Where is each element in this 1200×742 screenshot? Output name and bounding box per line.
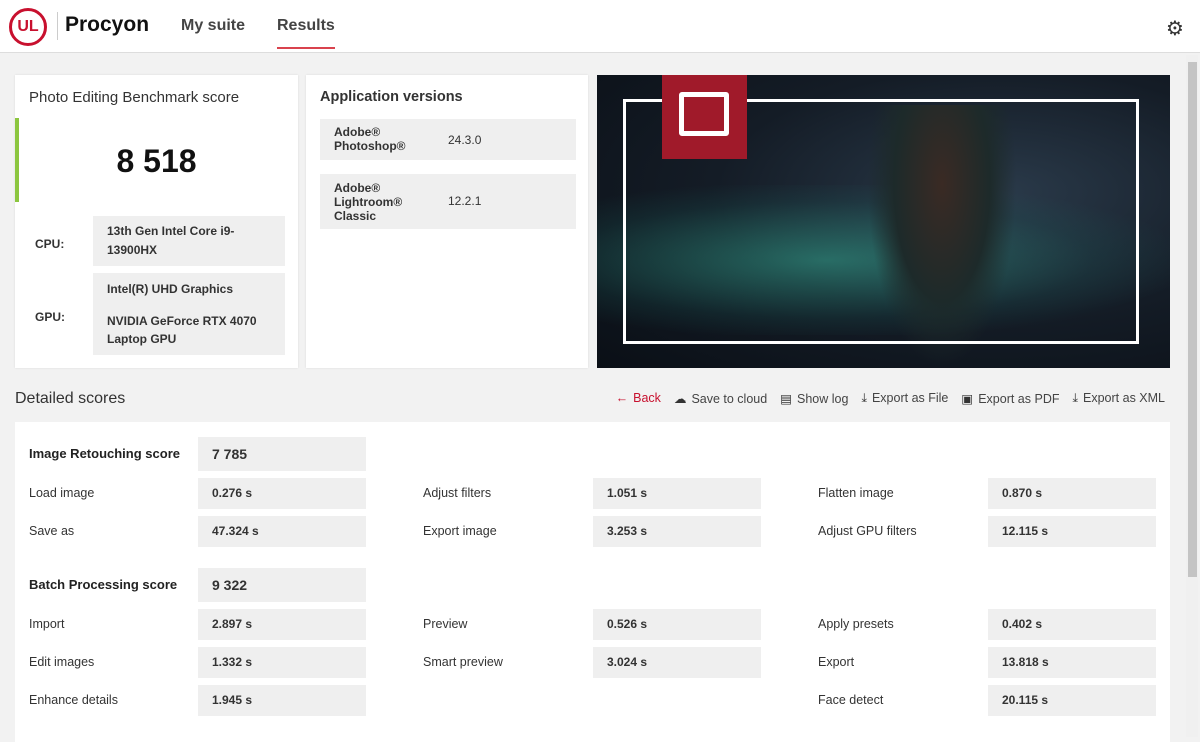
show-log-button[interactable]: ▤ Show log — [780, 391, 848, 406]
metric-label: Enhance details — [29, 693, 118, 707]
action-label: Back — [633, 391, 661, 405]
metric-value: 20.115 s — [988, 685, 1156, 716]
ul-logo: UL — [9, 8, 47, 46]
cloud-upload-icon: ☁ — [673, 392, 687, 406]
app-name: Adobe® Photoshop® — [334, 125, 406, 153]
versions-card: Application versions Adobe® Photoshop® 2… — [306, 75, 588, 368]
metric-value: 0.402 s — [988, 609, 1156, 640]
export-file-button[interactable]: ⤓ Export as File — [861, 391, 948, 406]
metric-value: 13.818 s — [988, 647, 1156, 678]
download-icon: ⤓ — [1072, 391, 1079, 405]
back-button[interactable]: ← Back — [616, 391, 661, 406]
tab-results[interactable]: Results — [277, 17, 335, 49]
section-score-label: Batch Processing score — [29, 577, 178, 592]
metric-value: 12.115 s — [988, 516, 1156, 547]
divider — [57, 12, 58, 40]
gpu-label: GPU: — [35, 310, 65, 324]
procyon-photo-icon — [662, 75, 747, 159]
metric-label: Import — [29, 617, 65, 631]
metric-value: 47.324 s — [198, 516, 366, 547]
cpu-label: CPU: — [35, 237, 65, 251]
save-to-cloud-button[interactable]: ☁ Save to cloud — [674, 391, 767, 406]
section-score-value: 7 785 — [198, 437, 366, 471]
metric-value: 0.526 s — [593, 609, 761, 640]
arrow-left-icon: ← — [615, 391, 629, 405]
app-name: Adobe® Lightroom® Classic — [334, 181, 403, 223]
metric-label: Export image — [423, 524, 497, 538]
app-version-row: Adobe® Lightroom® Classic 12.2.1 — [320, 174, 576, 229]
app-header: UL Procyon My suite Results ⚙ — [0, 0, 1200, 53]
score-card: Photo Editing Benchmark score 8 518 CPU:… — [15, 75, 298, 368]
gpu-value: Intel(R) UHD Graphics NVIDIA GeForce RTX… — [93, 273, 285, 355]
metric-value: 0.870 s — [988, 478, 1156, 509]
metric-value: 0.276 s — [198, 478, 366, 509]
detailed-scores-title: Detailed scores — [15, 390, 126, 407]
scrollbar-thumb[interactable] — [1188, 62, 1197, 577]
hero-image — [597, 75, 1170, 368]
metric-label: Face detect — [818, 693, 884, 707]
app-title: Procyon — [65, 13, 150, 36]
export-xml-button[interactable]: ⤓ Export as XML — [1072, 391, 1165, 406]
action-label: Export as PDF — [978, 392, 1060, 406]
metric-label: Save as — [29, 524, 75, 538]
section-score-value: 9 322 — [198, 568, 366, 602]
detailed-scores-panel: Image Retouching score 7 785 Load image 0… — [15, 422, 1170, 742]
metric-value: 1.945 s — [198, 685, 366, 716]
tab-my-suite[interactable]: My suite — [181, 17, 246, 34]
action-label: Export as XML — [1083, 391, 1165, 405]
app-version: 24.3.0 — [448, 133, 482, 147]
metric-label: Adjust GPU filters — [818, 524, 917, 538]
versions-title: Application versions — [320, 89, 463, 105]
export-pdf-button[interactable]: ▣ Export as PDF — [961, 391, 1059, 406]
metric-label: Export — [818, 655, 855, 669]
app-version: 12.2.1 — [448, 194, 482, 208]
action-bar: ← Back ☁ Save to cloud ▤ Show log ⤓ Export a… — [616, 391, 1165, 406]
action-label: Export as File — [871, 391, 949, 405]
metric-label: Adjust filters — [423, 486, 492, 500]
section-score-label: Image Retouching score — [29, 446, 180, 461]
document-icon: ▤ — [780, 392, 792, 406]
metric-value: 1.051 s — [593, 478, 761, 509]
image-frame — [623, 99, 1139, 344]
metric-label: Preview — [423, 617, 468, 631]
score-card-title: Photo Editing Benchmark score — [29, 89, 240, 106]
gear-icon[interactable]: ⚙ — [1166, 18, 1184, 40]
person-graphic — [867, 105, 1017, 368]
metric-value: 3.253 s — [593, 516, 761, 547]
overall-score: 8 518 — [116, 143, 197, 179]
gpu-2: NVIDIA GeForce RTX 4070 Laptop GPU — [107, 314, 257, 346]
app-version-row: Adobe® Photoshop® 24.3.0 — [320, 119, 576, 160]
action-label: Save to cloud — [691, 392, 768, 406]
download-icon: ⤓ — [861, 391, 867, 405]
cpu-value: 13th Gen Intel Core i9-13900HX — [93, 216, 285, 266]
metric-label: Edit images — [29, 655, 95, 669]
gpu-1: Intel(R) UHD Graphics — [107, 282, 234, 296]
metric-label: Load image — [29, 486, 95, 500]
score-accent-bar — [15, 118, 19, 202]
floppy-disk-icon: ▣ — [961, 392, 974, 406]
metric-value: 1.332 s — [198, 647, 366, 678]
metric-label: Flatten image — [818, 486, 894, 500]
action-label: Show log — [797, 392, 849, 406]
metric-label: Apply presets — [818, 617, 894, 631]
metric-value: 2.897 s — [198, 609, 366, 640]
metric-value: 3.024 s — [593, 647, 761, 678]
metric-label: Smart preview — [423, 655, 503, 669]
